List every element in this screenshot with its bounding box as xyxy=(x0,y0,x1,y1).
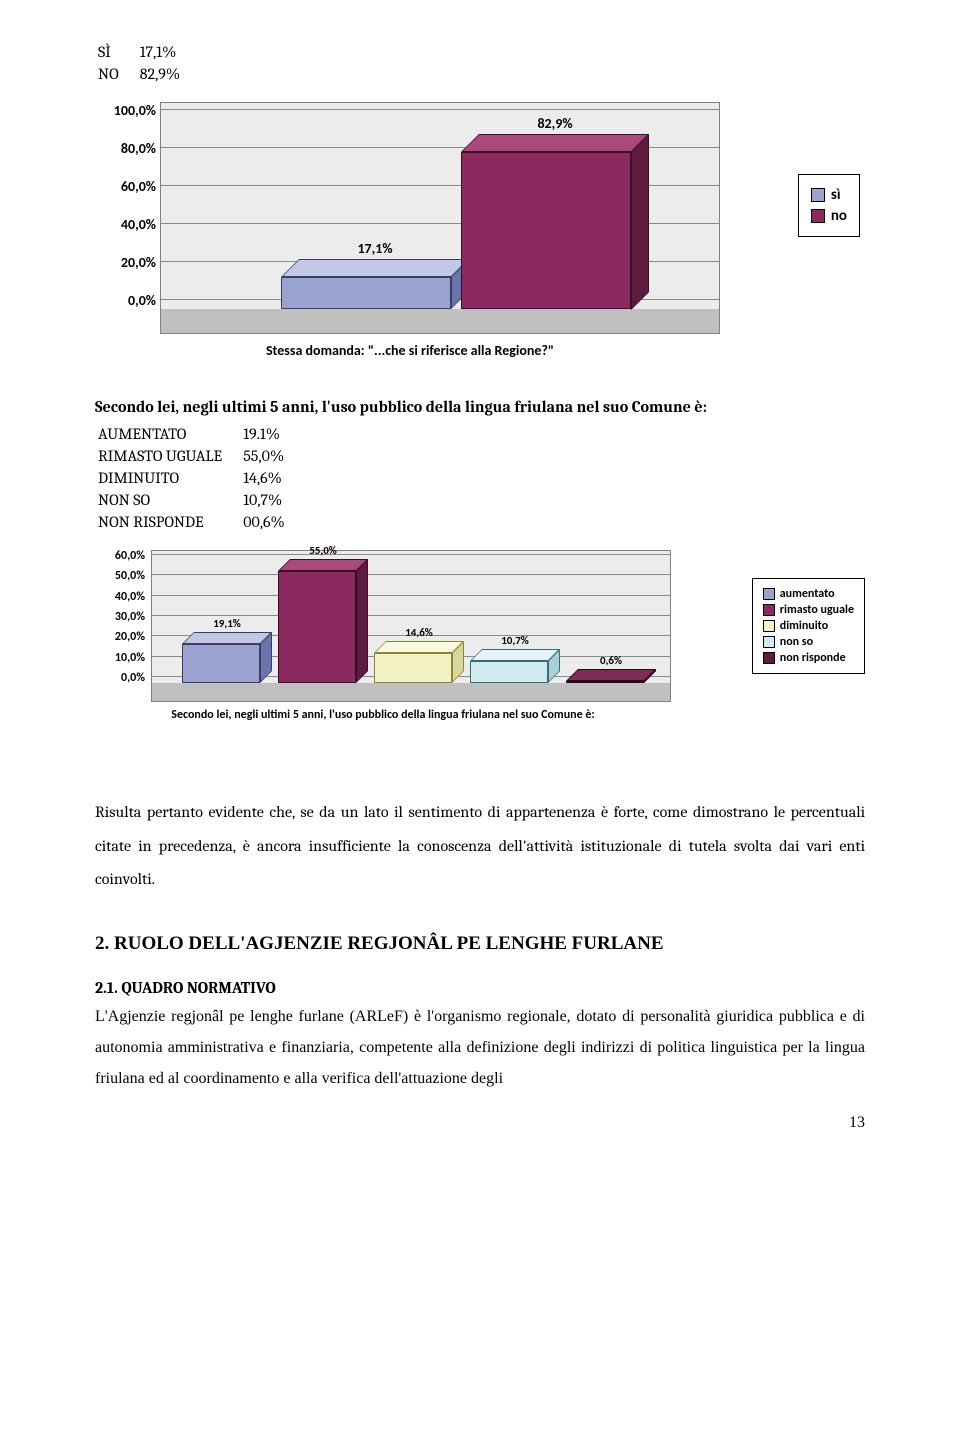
top-data-table: SÌ 17,1% NO 82,9% xyxy=(95,40,200,86)
legend-swatch-si xyxy=(811,188,825,202)
legend-label: aumentato xyxy=(780,587,835,601)
table-row: NO 82,9% xyxy=(97,64,198,84)
chart1-ytick: 80,0% xyxy=(100,140,156,157)
table-row: DIMINUITO14,6% xyxy=(97,468,303,488)
chart2-ytick: 10,0% xyxy=(95,651,145,665)
legend-label: sì xyxy=(831,186,841,204)
legend-item: aumentato xyxy=(763,587,854,601)
bar-value-label: 10,7% xyxy=(501,634,529,647)
chart1-ytick: 0,0% xyxy=(100,292,156,309)
chart1-caption: Stessa domanda: "...che si riferisce all… xyxy=(100,342,720,359)
legend-item: diminuito xyxy=(763,619,854,633)
chart2-ytick: 60,0% xyxy=(95,549,145,563)
table-row: AUMENTATO19.1% xyxy=(97,424,303,444)
q2-value: 00,6% xyxy=(242,512,303,532)
q2-value: 19.1% xyxy=(242,424,303,444)
section-subtitle: 2.1. QUADRO NORMATIVO xyxy=(95,979,865,997)
page-number: 13 xyxy=(95,1114,865,1132)
chart1: 17,1% 82,9% 0,0% 20,0% 40,0% 60,0% 80,0% 100,0… xyxy=(100,94,860,374)
q2-label: NON RISPONDE xyxy=(97,512,240,532)
table-row: NON RISPONDE00,6% xyxy=(97,512,303,532)
bar-value-label: 14,6% xyxy=(405,626,433,639)
legend-swatch xyxy=(763,620,775,632)
chart2-plot: 19,1%55,0%14,6%10,7%0,6% xyxy=(151,550,671,702)
q2-label: NON SO xyxy=(97,490,240,510)
table-row: SÌ 17,1% xyxy=(97,42,198,62)
legend-label: no xyxy=(831,207,847,225)
chart2-legend: aumentato rimasto uguale diminuito non so no… xyxy=(752,578,865,674)
bar-value-label: 19,1% xyxy=(213,617,241,630)
section-body: L'Agjenzie regjonâl pe lenghe furlane (A… xyxy=(95,1001,865,1095)
chart2-ytick: 30,0% xyxy=(95,610,145,624)
chart1-ytick: 60,0% xyxy=(100,178,156,195)
bar-value-label: 17,1% xyxy=(357,240,392,257)
legend-label: rimasto uguale xyxy=(780,603,854,617)
bar-value-label: 0,6% xyxy=(600,654,622,667)
no-value: 82,9% xyxy=(139,64,198,84)
chart1-legend: sì no xyxy=(798,174,860,237)
analysis-paragraph: Risulta pertanto evidente che, se da un … xyxy=(95,796,865,897)
chart2-ytick: 0,0% xyxy=(95,671,145,685)
bar-value-label: 82,9% xyxy=(537,115,572,132)
chart2-ytick: 20,0% xyxy=(95,630,145,644)
legend-item: non so xyxy=(763,635,854,649)
legend-swatch xyxy=(763,652,775,664)
legend-swatch xyxy=(763,636,775,648)
legend-item: rimasto uguale xyxy=(763,603,854,617)
chart1-ytick: 40,0% xyxy=(100,216,156,233)
legend-swatch xyxy=(763,604,775,616)
q2-label: DIMINUITO xyxy=(97,468,240,488)
legend-item: non risponde xyxy=(763,651,854,665)
section-title: 2. RUOLO DELL'AGJENZIE REGJONÂL PE LENGH… xyxy=(95,933,865,955)
chart2: 19,1%55,0%14,6%10,7%0,6% 0,0%10,0%20,0%3… xyxy=(95,548,865,766)
chart2-ytick: 50,0% xyxy=(95,569,145,583)
legend-swatch-no xyxy=(811,209,825,223)
q2-value: 14,6% xyxy=(242,468,303,488)
question2-text: Secondo lei, negli ultimi 5 anni, l'uso … xyxy=(95,398,865,416)
legend-label: non so xyxy=(780,635,813,649)
chart1-ytick: 20,0% xyxy=(100,254,156,271)
table-row: RIMASTO UGUALE55,0% xyxy=(97,446,303,466)
q2-label: RIMASTO UGUALE xyxy=(97,446,240,466)
legend-label: diminuito xyxy=(780,619,828,633)
no-label: NO xyxy=(97,64,137,84)
legend-label: non risponde xyxy=(780,651,846,665)
si-label: SÌ xyxy=(97,42,137,62)
bar-value-label: 55,0% xyxy=(309,544,337,557)
chart1-plot: 17,1% 82,9% xyxy=(160,102,720,334)
chart1-ytick: 100,0% xyxy=(100,102,156,119)
legend-item: no xyxy=(811,207,847,225)
q2-value: 55,0% xyxy=(242,446,303,466)
chart2-floor xyxy=(152,683,670,701)
legend-item: sì xyxy=(811,186,847,204)
question2-table: AUMENTATO19.1%RIMASTO UGUALE55,0%DIMINUI… xyxy=(95,422,305,534)
chart2-ytick: 40,0% xyxy=(95,590,145,604)
chart1-floor xyxy=(161,309,719,333)
legend-swatch xyxy=(763,588,775,600)
q2-value: 10,7% xyxy=(242,490,303,510)
chart2-caption: Secondo lei, negli ultimi 5 anni, l'uso … xyxy=(95,708,671,722)
si-value: 17,1% xyxy=(139,42,198,62)
q2-label: AUMENTATO xyxy=(97,424,240,444)
table-row: NON SO10,7% xyxy=(97,490,303,510)
